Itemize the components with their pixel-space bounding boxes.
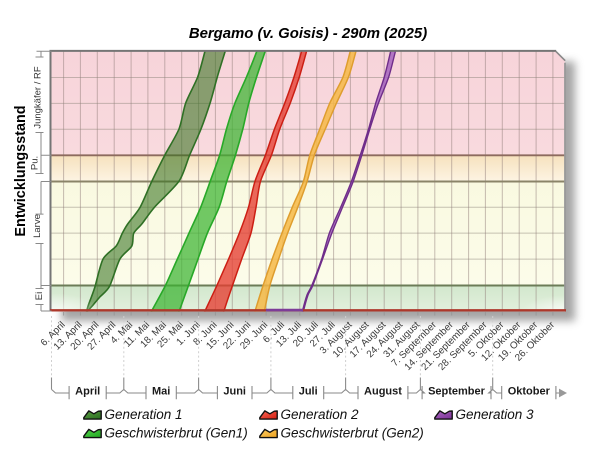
svg-text:Larve: Larve <box>32 214 43 238</box>
svg-text:Oktober: Oktober <box>508 386 551 398</box>
svg-text:Juli: Juli <box>299 386 318 398</box>
svg-text:Entwicklungsstand: Entwicklungsstand <box>13 105 29 236</box>
svg-text:Jungkäfer / RF: Jungkäfer / RF <box>33 66 44 128</box>
svg-text:September: September <box>428 386 486 398</box>
svg-text:Geschwisterbrut (Gen1): Geschwisterbrut (Gen1) <box>105 426 248 441</box>
svg-text:Generation 1: Generation 1 <box>105 407 183 422</box>
svg-text:August: August <box>364 386 402 398</box>
svg-text:Generation 2: Generation 2 <box>281 407 360 422</box>
svg-text:Pu.: Pu. <box>30 156 41 170</box>
svg-text:Geschwisterbrut (Gen2): Geschwisterbrut (Gen2) <box>281 426 424 441</box>
svg-text:Mai: Mai <box>152 386 170 398</box>
svg-text:Generation 3: Generation 3 <box>456 407 535 422</box>
svg-text:April: April <box>75 386 100 398</box>
svg-text:Juni: Juni <box>223 386 246 398</box>
svg-text:Bergamo (v. Goisis) - 290m (20: Bergamo (v. Goisis) - 290m (2025) <box>189 26 427 42</box>
svg-text:Ei: Ei <box>34 292 45 300</box>
